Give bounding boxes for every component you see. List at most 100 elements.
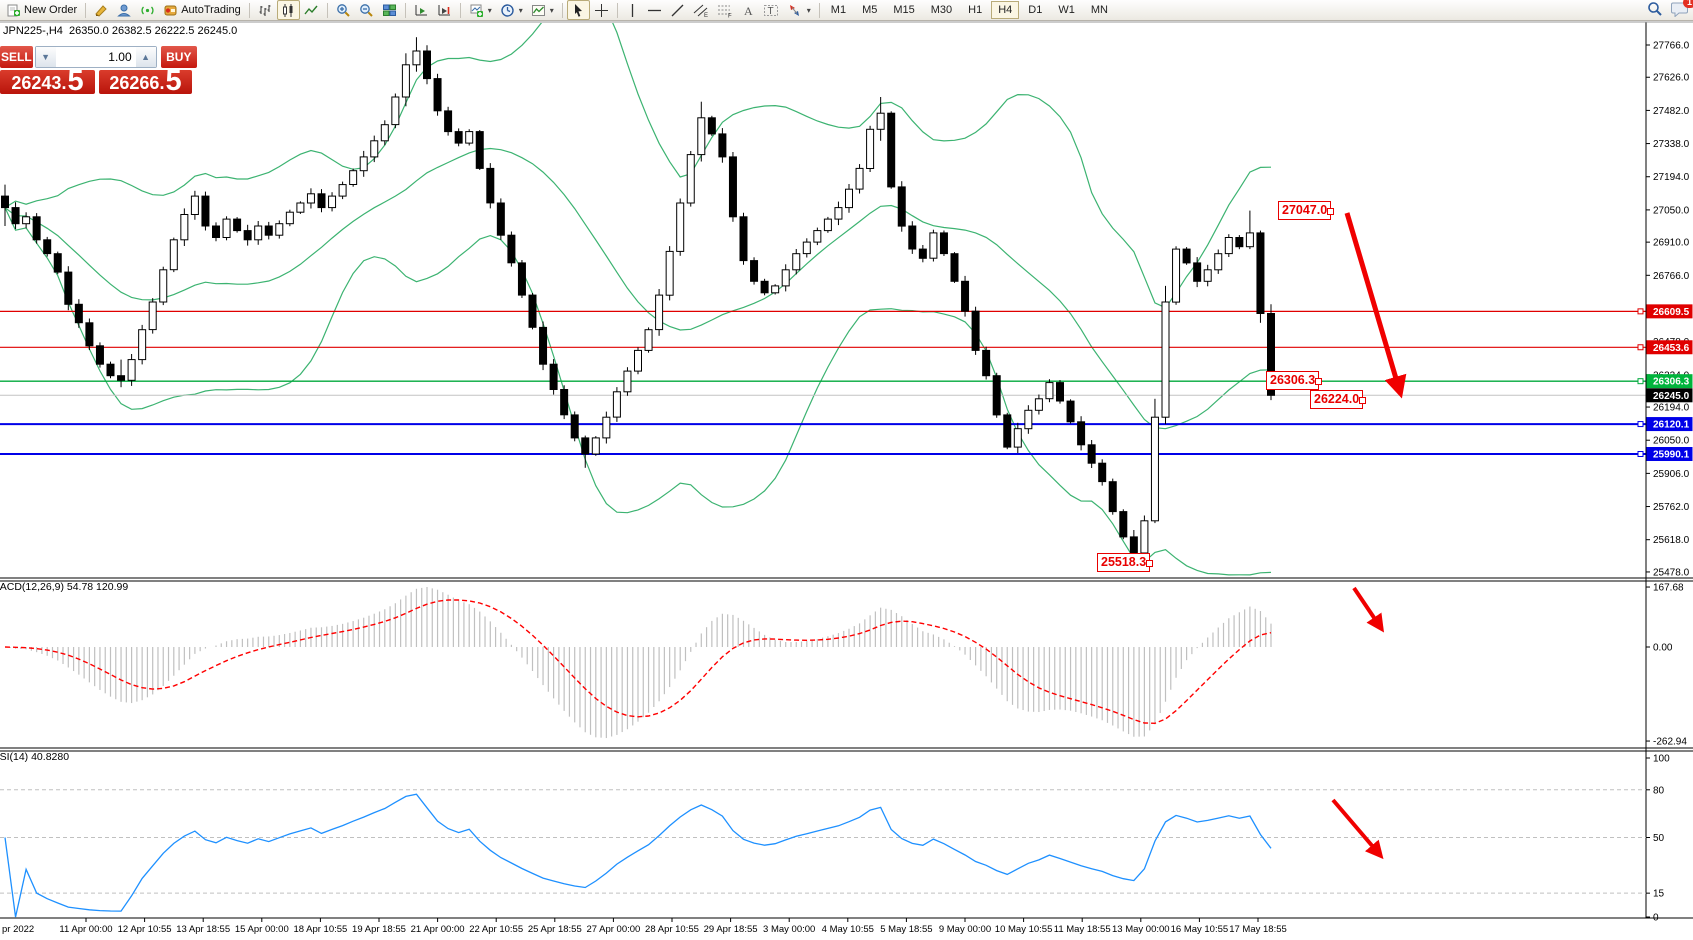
price-axis-tick: 26194.0 xyxy=(1653,403,1690,414)
line-chart-button[interactable] xyxy=(300,0,323,20)
hline-anchor[interactable] xyxy=(1637,344,1644,351)
buy-button[interactable]: BUY xyxy=(160,46,197,68)
time-axis-label: 18 Apr 10:55 xyxy=(293,924,347,935)
time-axis-label: 9 May 00:00 xyxy=(939,924,991,935)
horizontal-line-icon xyxy=(647,9,661,11)
cursor-tool-button[interactable] xyxy=(566,0,590,20)
crosshair-tool-button[interactable] xyxy=(590,0,613,20)
buy-price-frac: 5 xyxy=(165,65,182,97)
search-icon[interactable] xyxy=(1647,1,1663,17)
trend-arrow[interactable] xyxy=(1344,212,1407,399)
chart-shift-icon xyxy=(438,4,450,15)
price-callout[interactable]: 26224.0 xyxy=(1310,390,1367,409)
auto-scroll-button[interactable] xyxy=(410,0,433,20)
timeframe-h4[interactable]: H4 xyxy=(991,1,1020,19)
cursor-icon xyxy=(574,3,582,17)
arrows-tool-button[interactable]: ▾ xyxy=(783,0,815,20)
one-click-trading-panel: SELL ▼ ▲ BUY 26243. 5 26266. 5 xyxy=(0,46,197,97)
sell-price-display[interactable]: 26243. 5 xyxy=(0,67,95,96)
price-callout[interactable]: 27047.0 xyxy=(1278,201,1335,220)
channel-tool-button[interactable]: E xyxy=(689,0,713,20)
price-line-tag-box[interactable] xyxy=(1646,388,1693,403)
hline-anchor[interactable] xyxy=(1637,451,1644,458)
new-chart-button[interactable]: ▾ xyxy=(465,0,496,20)
timeframe-group: M1 M5 M15 M30 H1 H4 D1 W1 MN xyxy=(824,1,1115,19)
line-chart-icon xyxy=(304,5,318,14)
time-axis-label: 3 May 00:00 xyxy=(763,924,815,935)
crayon-icon xyxy=(95,4,107,17)
time-axis-label: 11 Apr 00:00 xyxy=(59,924,112,935)
zoom-out-icon xyxy=(359,3,373,17)
hline-anchor[interactable] xyxy=(1637,308,1644,315)
price-line-tag-box[interactable] xyxy=(1646,340,1693,355)
trend-arrow[interactable] xyxy=(1352,586,1385,633)
price-line-tag-box[interactable] xyxy=(1646,374,1693,389)
macd-axis-tick: 0.00 xyxy=(1653,643,1673,654)
autotrading-button[interactable]: AutoTrading xyxy=(159,0,245,20)
candlestick-chart-icon xyxy=(282,3,293,17)
new-order-button[interactable]: New Order xyxy=(2,0,81,20)
time-axis-label: 13 Apr 18:55 xyxy=(176,924,230,935)
timeframe-m15[interactable]: M15 xyxy=(893,4,915,16)
tile-windows-button[interactable] xyxy=(378,0,401,20)
time-axis-label: 29 Apr 18:55 xyxy=(704,924,758,935)
timeframe-m5[interactable]: M5 xyxy=(862,4,878,16)
time-axis-label: 27 Apr 00:00 xyxy=(586,924,640,935)
community-button[interactable] xyxy=(113,0,136,20)
toolbar-separator xyxy=(85,2,87,18)
volume-input[interactable] xyxy=(55,47,136,67)
price-axis-tick: 25762.0 xyxy=(1653,502,1690,513)
timeframe-mn[interactable]: MN xyxy=(1090,4,1108,16)
zoom-in-button[interactable] xyxy=(332,0,355,20)
bollinger-lower-band xyxy=(4,207,1272,576)
price-line-tag-box[interactable] xyxy=(1646,304,1693,319)
buy-price-display[interactable]: 26266. 5 xyxy=(99,65,192,97)
svg-text:A: A xyxy=(744,4,753,18)
time-axis-label: 28 Apr 10:55 xyxy=(645,924,699,935)
dropdown-caret: ▾ xyxy=(806,5,811,15)
price-callout[interactable]: 26306.3 xyxy=(1266,371,1323,390)
zoom-out-button[interactable] xyxy=(355,0,378,20)
hline-anchor[interactable] xyxy=(1637,421,1644,428)
horizontal-line-tool-button[interactable] xyxy=(643,0,666,20)
timeframe-m30[interactable]: M30 xyxy=(930,4,953,16)
fibonacci-icon: F xyxy=(717,5,732,18)
notifications-button[interactable]: 1 xyxy=(1671,0,1693,17)
price-line-tag-box[interactable] xyxy=(1646,447,1693,462)
trend-arrow[interactable] xyxy=(1331,798,1384,860)
label-tool-button[interactable]: T xyxy=(759,0,783,20)
time-axis-label: 16 May 10:55 xyxy=(1171,924,1229,935)
volume-increase-button[interactable]: ▲ xyxy=(135,47,156,67)
bar-chart-button[interactable] xyxy=(254,0,277,20)
trendline-tool-button[interactable] xyxy=(666,0,689,20)
hline-anchor[interactable] xyxy=(1637,378,1644,385)
vertical-line-tool-button[interactable] xyxy=(622,0,643,20)
callout-anchor xyxy=(1315,377,1323,385)
price-axis-tick: 26910.0 xyxy=(1653,238,1690,249)
sell-button[interactable]: SELL xyxy=(0,46,33,68)
toolbar: New Order AutoTrading xyxy=(0,0,1693,21)
timeframe-h1[interactable]: H1 xyxy=(968,4,983,16)
price-line-tag-box[interactable] xyxy=(1646,417,1693,432)
callout-anchor xyxy=(1327,207,1335,215)
timeframe-d1[interactable]: D1 xyxy=(1028,4,1043,16)
macd-axis-tick: -262.94 xyxy=(1653,737,1687,748)
buy-price-main: 26266. xyxy=(109,73,165,93)
draw-button[interactable] xyxy=(90,0,113,20)
tile-windows-icon xyxy=(382,4,396,16)
volume-decrease-button[interactable]: ▼ xyxy=(35,47,56,67)
candlestick-chart-button[interactable] xyxy=(276,0,300,20)
timeframe-m1[interactable]: M1 xyxy=(830,4,847,16)
text-tool-button[interactable]: A xyxy=(737,0,759,20)
timeframe-w1[interactable]: W1 xyxy=(1058,4,1075,16)
rsi-axis-tick: 80 xyxy=(1653,785,1665,796)
templates-button[interactable]: ▾ xyxy=(527,0,558,20)
periods-button[interactable]: ▾ xyxy=(496,0,527,20)
price-callout[interactable]: 25518.3 xyxy=(1097,553,1154,572)
fibonacci-tool-button[interactable]: F xyxy=(713,0,737,20)
signals-button[interactable] xyxy=(136,0,159,20)
chart-shift-button[interactable] xyxy=(433,0,456,20)
macd-axis-tick: 167.68 xyxy=(1653,583,1684,594)
rsi-axis-tick: 0 xyxy=(1653,913,1659,924)
